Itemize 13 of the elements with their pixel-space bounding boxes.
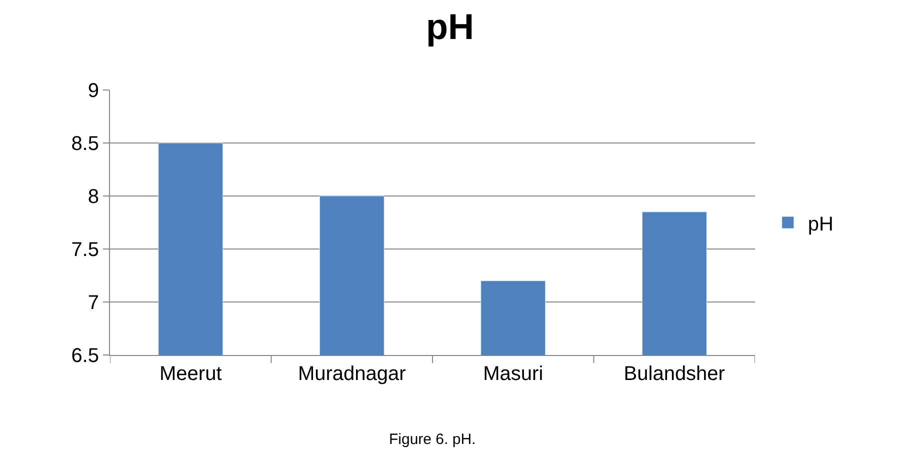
x-tick-label: Meerut xyxy=(160,363,222,385)
x-tick-label: Masuri xyxy=(483,363,544,385)
y-tick-label: 8.5 xyxy=(71,133,99,155)
x-tick-label: Muradnagar xyxy=(298,363,406,385)
y-tick-label: 7 xyxy=(88,292,99,314)
legend-label: pH xyxy=(808,213,834,236)
y-tick-label: 7.5 xyxy=(71,239,99,261)
y-tick-label: 9 xyxy=(88,80,99,102)
caption: Figure 6. pH. xyxy=(389,431,476,448)
y-tick-label: 8 xyxy=(88,186,99,208)
x-tick-label: Bulandsher xyxy=(624,363,726,385)
y-tick-label: 6.5 xyxy=(71,345,99,367)
chart-title: pH xyxy=(426,6,474,48)
